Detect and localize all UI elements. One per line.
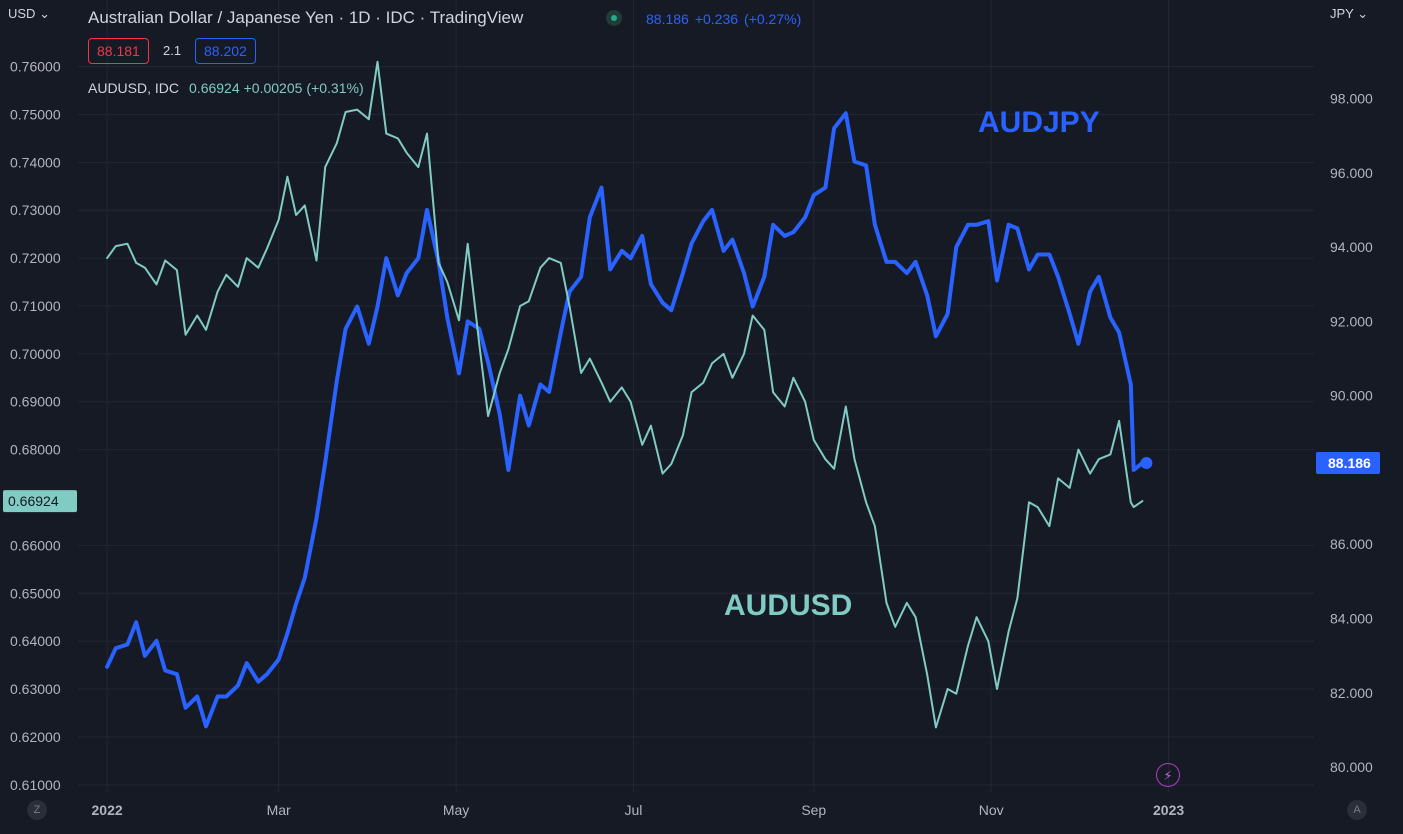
left-axis-tick-label: 0.69000	[10, 394, 61, 410]
left-axis-tick-label: 0.65000	[10, 585, 61, 601]
overlay-legend[interactable]: AUDUSD, IDC 0.66924 +0.00205 (+0.31%)	[88, 80, 368, 96]
chevron-down-icon: ⌄	[1357, 6, 1369, 21]
main-price-legend: 88.186 +0.236 (+0.27%)	[646, 11, 807, 27]
chevron-down-icon: ⌄	[39, 6, 50, 21]
overlay-last-price: 0.66924	[189, 80, 240, 96]
right-axis-unit: JPY	[1330, 6, 1354, 21]
buy-button[interactable]: 88.202	[195, 38, 256, 64]
x-axis-tick-label: Sep	[801, 802, 826, 818]
grid	[78, 0, 1314, 792]
audusd-annotation: AUDUSD	[724, 589, 852, 622]
left-axis-unit: USD	[8, 6, 36, 21]
left-axis-tick-label: 0.68000	[10, 442, 61, 458]
audjpy-last-point	[1140, 457, 1153, 470]
audjpy-annotation: AUDJPY	[978, 106, 1100, 139]
right-axis-tick-label: 90.000	[1330, 388, 1373, 404]
left-axis-tick-label: 0.71000	[10, 298, 61, 314]
x-axis-tick-label: Nov	[979, 802, 1004, 818]
x-axis-tick-label: 2023	[1153, 802, 1184, 818]
right-axis-tick-label: 80.000	[1330, 759, 1373, 775]
overlay-change-pct: (+0.31%)	[306, 80, 364, 96]
left-axis-tick-label: 0.66000	[10, 537, 61, 553]
audusd-line[interactable]	[106, 60, 1144, 729]
right-axis-tick-label: 84.000	[1330, 611, 1373, 627]
right-axis-tick-label: 94.000	[1330, 239, 1373, 255]
left-axis-tick-label: 0.64000	[10, 633, 61, 649]
timezone-button[interactable]: Z	[27, 800, 47, 820]
left-axis-tick-label: 0.62000	[10, 729, 61, 745]
market-status-icon[interactable]	[606, 10, 622, 26]
left-axis-currency-dropdown[interactable]: USD ⌄	[8, 6, 50, 22]
left-axis-tick-label: 0.73000	[10, 202, 61, 218]
auto-scale-button[interactable]: A	[1347, 800, 1367, 820]
main-last-price: 88.186	[646, 11, 689, 27]
left-axis-tick-label: 0.70000	[10, 346, 61, 362]
right-axis-tick-label: 96.000	[1330, 165, 1373, 181]
right-axis-tick-label: 86.000	[1330, 536, 1373, 552]
overlay-change: +0.00205	[243, 80, 303, 96]
left-axis-tick-label: 0.72000	[10, 250, 61, 266]
left-axis-tick-label: 0.63000	[10, 681, 61, 697]
audjpy-last-value-badge	[1316, 452, 1380, 475]
main-change: +0.236	[694, 11, 739, 27]
audusd-last-value-label: 0.66924	[8, 493, 59, 509]
audjpy-last-value-label: 88.186	[1328, 455, 1371, 471]
right-axis-currency-dropdown[interactable]: JPY ⌄	[1330, 6, 1368, 22]
left-axis-tick-label: 0.61000	[10, 777, 61, 793]
audjpy-line[interactable]	[105, 111, 1145, 729]
lightning-icon[interactable]: ⚡	[1156, 763, 1180, 787]
overlay-symbol: AUDUSD, IDC	[88, 80, 180, 96]
sell-button[interactable]: 88.181	[88, 38, 149, 64]
x-axis-tick-label: May	[443, 802, 469, 818]
chart-title[interactable]: Australian Dollar / Japanese Yen · 1D · …	[88, 8, 524, 27]
main-change-pct: (+0.27%)	[744, 11, 802, 27]
left-axis-tick-label: 0.75000	[10, 106, 61, 122]
x-axis-tick-label: 2022	[92, 802, 123, 818]
x-axis-tick-label: Jul	[625, 802, 643, 818]
right-axis-tick-label: 98.000	[1330, 90, 1373, 106]
right-axis-tick-label: 82.000	[1330, 685, 1373, 701]
left-axis-tick-label: 0.74000	[10, 154, 61, 170]
left-axis-tick-label: 0.76000	[10, 59, 61, 75]
plot-area[interactable]	[105, 60, 1153, 729]
spread-value: 2.1	[163, 43, 182, 58]
x-axis-tick-label: Mar	[267, 802, 291, 818]
right-axis-tick-label: 92.000	[1330, 313, 1373, 329]
annotations: AUDJPY AUDUSD	[724, 106, 1100, 622]
audusd-last-value-badge	[3, 490, 77, 513]
price-axes[interactable]: 2022 Mar May Jul Sep Nov 2023 0.76000 0.75000 0.7…	[3, 59, 1380, 818]
